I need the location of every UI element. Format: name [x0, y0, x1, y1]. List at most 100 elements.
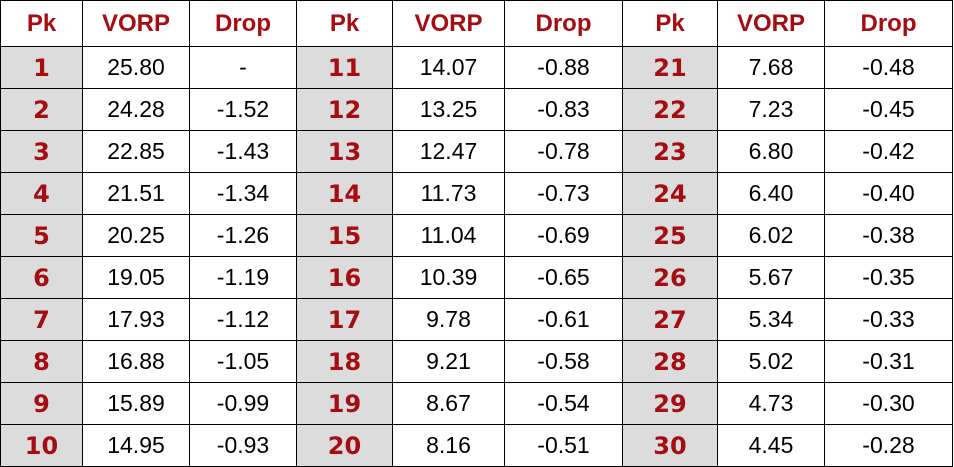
- value-cell: -0.83: [504, 88, 623, 131]
- pick-cell: 5: [0, 214, 83, 257]
- table-row: 4 21.51 -1.34 14 11.73 -0.73 24 6.40 -0.40: [0, 172, 953, 215]
- table-row: 7 17.93 -1.12 17 9.78 -0.61 27 5.34 -0.33: [0, 298, 953, 341]
- value-cell: 6.40: [717, 172, 825, 215]
- value-cell: 15.89: [82, 382, 190, 425]
- pick-cell: 1: [0, 46, 83, 89]
- table-row: 1 25.80-11 14.07 -0.88 21 7.68 -0.48: [0, 46, 953, 89]
- header-cell: VORP: [392, 0, 505, 47]
- value-cell: -0.35: [824, 256, 953, 299]
- pick-cell: 14: [296, 172, 393, 215]
- value-cell: -0.99: [189, 382, 297, 425]
- value-cell: -0.65: [504, 256, 623, 299]
- value-cell: 5.02: [717, 340, 825, 383]
- value-cell: 5.34: [717, 298, 825, 341]
- header-cell: VORP: [717, 0, 825, 47]
- pick-cell: 7: [0, 298, 83, 341]
- pick-cell: 25: [622, 214, 718, 257]
- value-cell: -1.52: [189, 88, 297, 131]
- header-cell: Pk: [0, 0, 83, 47]
- value-cell: 19.05: [82, 256, 190, 299]
- header-cell: Drop: [189, 0, 297, 47]
- pick-cell: 28: [622, 340, 718, 383]
- value-cell: -0.38: [824, 214, 953, 257]
- value-cell: -0.40: [824, 172, 953, 215]
- pick-cell: 8: [0, 340, 83, 383]
- pick-cell: 27: [622, 298, 718, 341]
- value-cell: -0.73: [504, 172, 623, 215]
- value-cell: -1.43: [189, 130, 297, 173]
- pick-cell: 6: [0, 256, 83, 299]
- value-cell: -0.28: [824, 424, 953, 467]
- value-cell: -0.51: [504, 424, 623, 467]
- table-row: 9 15.89 -0.99 19 8.67 -0.54 29 4.73 -0.30: [0, 382, 953, 425]
- value-cell: 9.78: [392, 298, 505, 341]
- value-cell: 22.85: [82, 130, 190, 173]
- pick-cell: 12: [296, 88, 393, 131]
- value-cell: -0.31: [824, 340, 953, 383]
- header-cell: Drop: [824, 0, 953, 47]
- value-cell: -0.33: [824, 298, 953, 341]
- pick-cell: 22: [622, 88, 718, 131]
- table-row: 5 20.25 -1.26 15 11.04 -0.69 25 6.02 -0.38: [0, 214, 953, 257]
- header-cell: Drop: [504, 0, 623, 47]
- value-cell: 12.47: [392, 130, 505, 173]
- value-cell: 10.39: [392, 256, 505, 299]
- value-cell: 8.16: [392, 424, 505, 467]
- header-row: Pk VORP Drop Pk VORP Drop Pk VORP Drop: [0, 0, 953, 47]
- pick-cell: 10: [0, 424, 83, 467]
- pick-cell: 4: [0, 172, 83, 215]
- pick-cell: 24: [622, 172, 718, 215]
- value-cell: -0.42: [824, 130, 953, 173]
- pick-cell: 16: [296, 256, 393, 299]
- value-cell: 14.07: [392, 46, 505, 89]
- value-cell: 7.23: [717, 88, 825, 131]
- value-cell: 16.88: [82, 340, 190, 383]
- pick-cell: 21: [622, 46, 718, 89]
- value-cell: 6.80: [717, 130, 825, 173]
- value-cell: -0.69: [504, 214, 623, 257]
- pick-cell: 15: [296, 214, 393, 257]
- value-cell: -1.05: [189, 340, 297, 383]
- pick-cell: 20: [296, 424, 393, 467]
- value-cell: 8.67: [392, 382, 505, 425]
- value-cell: -1.34: [189, 172, 297, 215]
- value-cell: -0.54: [504, 382, 623, 425]
- value-cell: 5.67: [717, 256, 825, 299]
- value-cell: 4.73: [717, 382, 825, 425]
- table-row: 3 22.85 -1.43 13 12.47 -0.78 23 6.80 -0.42: [0, 130, 953, 173]
- table-row: 2 24.28 -1.52 12 13.25 -0.83 22 7.23 -0.45: [0, 88, 953, 131]
- value-cell: 25.80: [82, 46, 190, 89]
- value-cell: 24.28: [82, 88, 190, 131]
- value-cell: 11.73: [392, 172, 505, 215]
- pick-cell: 3: [0, 130, 83, 173]
- value-cell: -1.19: [189, 256, 297, 299]
- pick-cell: 2: [0, 88, 83, 131]
- pick-cell: 18: [296, 340, 393, 383]
- value-cell: 13.25: [392, 88, 505, 131]
- value-cell: -1.12: [189, 298, 297, 341]
- header-cell: Pk: [296, 0, 393, 47]
- header-cell: Pk: [622, 0, 718, 47]
- value-cell: -0.48: [824, 46, 953, 89]
- pick-cell: 29: [622, 382, 718, 425]
- pick-cell: 30: [622, 424, 718, 467]
- value-cell: 14.95: [82, 424, 190, 467]
- pick-cell: 26: [622, 256, 718, 299]
- value-cell: -0.93: [189, 424, 297, 467]
- value-cell: 17.93: [82, 298, 190, 341]
- pick-cell: 9: [0, 382, 83, 425]
- pick-cell: 13: [296, 130, 393, 173]
- value-cell: 7.68: [717, 46, 825, 89]
- table-row: 6 19.05 -1.19 16 10.39 -0.65 26 5.67 -0.35: [0, 256, 953, 299]
- value-cell: -0.58: [504, 340, 623, 383]
- value-cell: -0.61: [504, 298, 623, 341]
- value-cell: 11.04: [392, 214, 505, 257]
- value-cell: -0.78: [504, 130, 623, 173]
- value-cell: -0.88: [504, 46, 623, 89]
- table-row: 8 16.88 -1.05 18 9.21 -0.58 28 5.02 -0.31: [0, 340, 953, 383]
- value-cell: 9.21: [392, 340, 505, 383]
- value-cell: 21.51: [82, 172, 190, 215]
- header-cell: VORP: [82, 0, 190, 47]
